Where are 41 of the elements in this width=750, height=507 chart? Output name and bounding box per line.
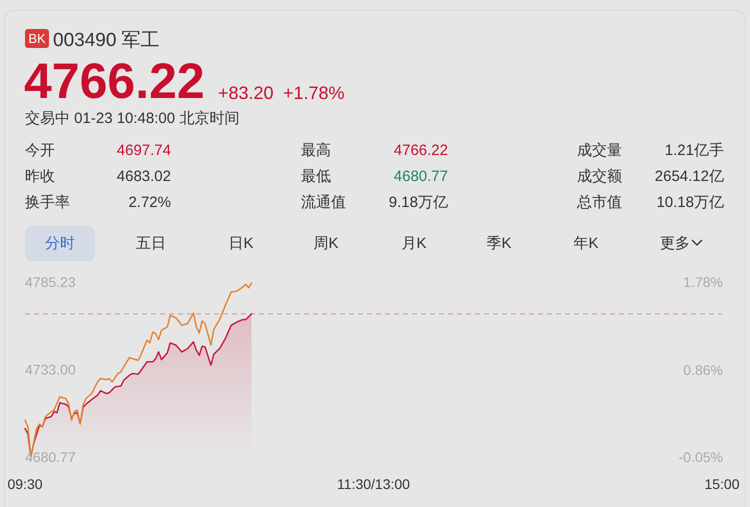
text: BK — [28, 31, 46, 46]
y-tick-label: 4733.00 — [25, 361, 76, 378]
y-tick-label: 4680.77 — [25, 448, 76, 465]
text: 4766.22 — [394, 142, 448, 159]
text: 更多 — [660, 235, 690, 252]
text: +83.20 — [218, 83, 274, 103]
text: +1.78% — [283, 83, 345, 103]
x-tick-label: 11:30/13:00 — [337, 476, 410, 492]
y2-tick-label: 1.78% — [683, 274, 723, 290]
text: 成交额 — [577, 168, 622, 185]
text: 10.18万亿 — [656, 194, 724, 211]
text: 2.72% — [128, 194, 171, 211]
text: 今开 — [25, 142, 55, 159]
text: 最低 — [301, 168, 331, 185]
text: 季K — [486, 235, 512, 252]
text: 4766.22 — [24, 53, 205, 109]
text: 9.18万亿 — [388, 194, 448, 211]
text: 昨收 — [25, 168, 55, 185]
text: 月K — [401, 235, 427, 252]
text: 周K — [313, 235, 339, 252]
text: 年K — [573, 235, 599, 252]
text: 4683.02 — [116, 168, 171, 185]
y-tick-label: 4785.23 — [25, 274, 76, 290]
x-tick-label: 09:30 — [7, 476, 43, 492]
text: 最高 — [301, 142, 331, 159]
text: 换手率 — [25, 194, 70, 211]
chart-title: 003490 军工 — [53, 30, 160, 51]
text: 日K — [228, 235, 254, 252]
x-tick-label: 15:00 — [704, 476, 740, 492]
text: 1.21亿手 — [664, 142, 724, 159]
text: 流通值 — [301, 194, 346, 211]
text: 2654.12亿 — [654, 168, 724, 185]
text: 交易中 01-23 10:48:00 北京时间 — [25, 110, 240, 127]
text: 分时 — [45, 235, 75, 252]
y2-tick-label: -0.05% — [678, 448, 723, 465]
text: 五日 — [136, 235, 166, 252]
text: 总市值 — [576, 194, 622, 211]
text: 4680.77 — [394, 168, 448, 185]
text: 4697.74 — [116, 142, 171, 159]
text: 成交量 — [577, 142, 622, 159]
y2-tick-label: 0.86% — [683, 362, 723, 378]
